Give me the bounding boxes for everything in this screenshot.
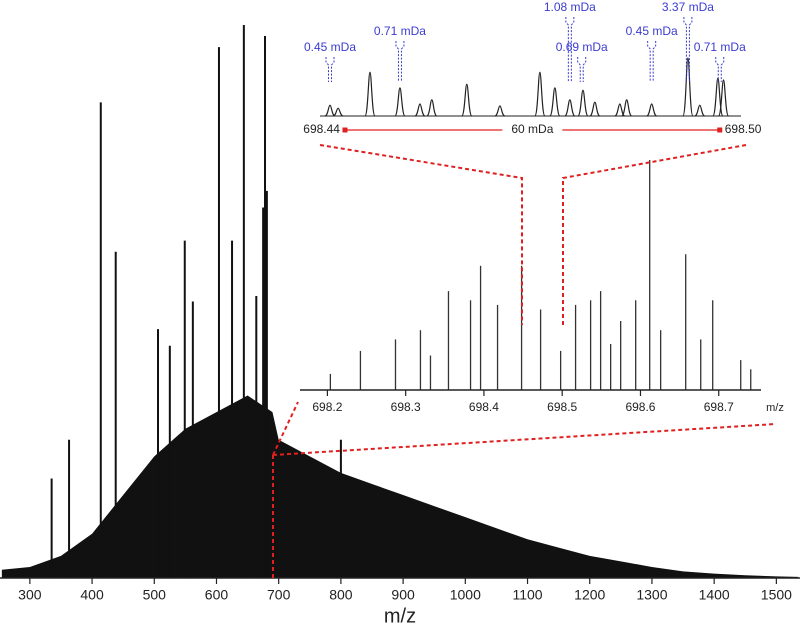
annotation-leader (688, 17, 693, 82)
annotation: 0.69 mDa (556, 40, 608, 54)
peak (589, 101, 601, 117)
peak (494, 105, 506, 117)
x-tick-label: 698.50 (725, 122, 762, 136)
peak (564, 99, 576, 117)
annotation: 0.71 mDa (694, 40, 746, 54)
annotation-leader (715, 57, 719, 82)
peak (577, 89, 589, 117)
scale-label-bg (502, 122, 563, 138)
spectrum-panel: 60 mDa 698.44 698.50 0.45 mDa 0.71 mDa 1.08 m… (303, 0, 762, 138)
annotation: 0.71 mDa (374, 24, 426, 38)
peak (461, 83, 473, 117)
zoom-line (319, 144, 523, 325)
x-tick-label: 800 (329, 587, 353, 603)
x-tick-label: 1400 (699, 587, 730, 603)
x-tick-label: 698.2 (312, 400, 342, 414)
annotation: 0.45 mDa (626, 24, 678, 38)
x-tick-label: 1200 (574, 587, 605, 603)
zoom-connectors (272, 144, 777, 578)
annotation-leader (577, 57, 581, 82)
x-tick-label: 698.5 (547, 400, 577, 414)
spectrum-panel: 300 400 500 600 700 800 900 1000 1100 1200 1300 140… (0, 25, 800, 627)
peak (332, 107, 344, 117)
peak (364, 71, 376, 117)
scale-label: 60 mDa (511, 122, 553, 136)
annotation-leader (720, 57, 725, 82)
peak (534, 71, 546, 117)
x-tick-label: 500 (143, 587, 167, 603)
x-tick-label: 700 (267, 587, 291, 603)
zoom-line (272, 423, 777, 456)
x-axis-label: m/z (384, 605, 416, 627)
x-tick-label: 698.3 (391, 400, 421, 414)
peak (324, 104, 336, 117)
envelope-area (1, 395, 799, 578)
annotation-leader (400, 41, 405, 82)
x-tick-label: 698.6 (625, 400, 655, 414)
x-tick-label: 1000 (450, 587, 481, 603)
x-tick-label: 1500 (761, 587, 792, 603)
x-tick-label: 698.7 (704, 400, 734, 414)
zoom-line (272, 401, 299, 456)
zoom-line (562, 144, 747, 325)
x-tick-label: 600 (205, 587, 229, 603)
peak (414, 103, 426, 117)
annotation-leader (395, 41, 399, 82)
x-tick-label: 698.4 (469, 400, 499, 414)
peak (682, 57, 694, 117)
annotation: 0.45 mDa (304, 40, 356, 54)
spectrum-panel: 698.2 698.3 698.4 698.5 698.6 698.7 m/z (300, 160, 784, 414)
x-tick-label: 698.44 (303, 122, 340, 136)
peak (646, 103, 657, 117)
peak (717, 79, 730, 117)
peak (394, 87, 406, 117)
scale-end (342, 127, 348, 133)
annotation-leader (652, 41, 657, 82)
peak (426, 99, 438, 117)
x-tick-label: 1100 (512, 587, 542, 603)
peak (549, 87, 561, 117)
peak (694, 104, 706, 117)
annotation-leader (647, 41, 651, 82)
x-tick-label: 400 (80, 587, 104, 603)
annotation: 3.37 mDa (662, 0, 714, 14)
annotation-leader (683, 17, 687, 82)
x-axis-label: m/z (766, 402, 784, 414)
annotation-leader (325, 57, 329, 82)
annotation-leader (582, 57, 587, 82)
x-tick-label: 900 (391, 587, 415, 603)
peak (621, 99, 633, 117)
x-tick-label: 300 (18, 587, 42, 603)
annotation-leader (330, 57, 335, 82)
x-tick-label: 1300 (636, 587, 667, 603)
peak (614, 103, 626, 117)
annotation: 1.08 mDa (544, 0, 596, 14)
scale-end (717, 127, 723, 133)
